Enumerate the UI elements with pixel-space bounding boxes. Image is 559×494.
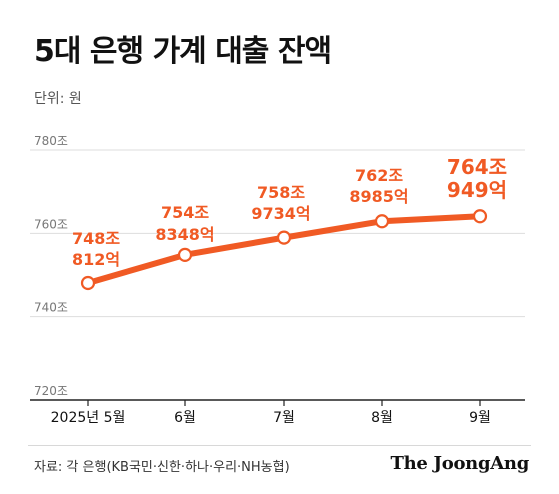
data-label: 748조 xyxy=(72,229,120,248)
brand-logo: The JoongAng xyxy=(390,453,530,474)
y-tick-label: 720조 xyxy=(34,384,68,398)
data-label: 8348억 xyxy=(155,225,214,244)
data-label: 764조 xyxy=(447,155,507,179)
chart-title: 5대 은행 가계 대출 잔액 xyxy=(34,34,332,69)
data-point xyxy=(80,275,96,291)
y-tick-label: 760조 xyxy=(34,217,68,231)
x-tick-label: 6월 xyxy=(174,410,196,426)
x-tick-label: 8월 xyxy=(371,410,393,426)
data-label: 762조 xyxy=(355,166,403,185)
data-label: 8985억 xyxy=(349,187,408,206)
y-tick-label: 740조 xyxy=(34,301,68,315)
y-tick-label: 780조 xyxy=(34,134,68,148)
data-point xyxy=(472,209,488,224)
x-tick-label: 2025년 5월 xyxy=(51,410,126,426)
data-label: 9734억 xyxy=(251,204,310,223)
footer-divider xyxy=(28,445,531,446)
source-note: 자료: 각 은행(KB국민·신한·하나·우리·NH농협) xyxy=(34,460,290,475)
x-tick-label: 9월 xyxy=(469,410,491,426)
unit-label: 단위: 원 xyxy=(34,91,82,107)
series-line xyxy=(85,213,483,286)
data-label: 754조 xyxy=(161,203,209,222)
x-tick-label: 7월 xyxy=(273,410,295,426)
data-label: 812억 xyxy=(72,250,120,269)
data-point xyxy=(177,247,193,262)
data-label: 758조 xyxy=(257,183,305,202)
data-label: 949억 xyxy=(447,178,507,202)
data-point xyxy=(374,214,390,229)
data-point xyxy=(276,230,292,245)
